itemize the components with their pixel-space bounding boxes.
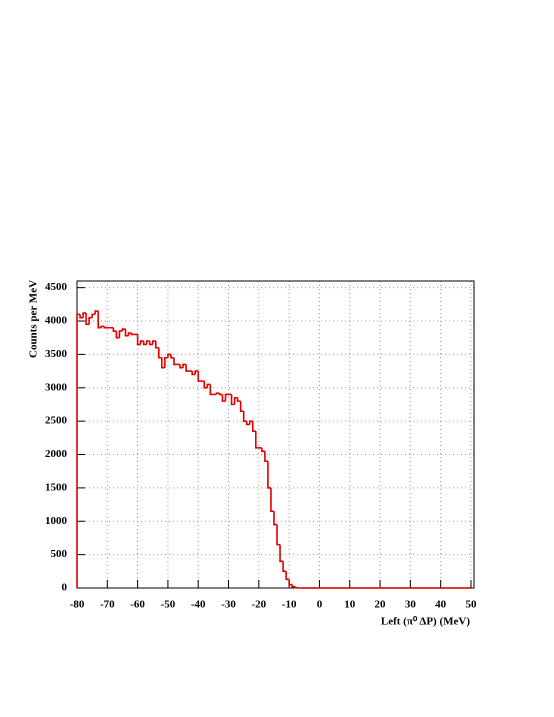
histogram-bin xyxy=(127,332,132,336)
histogram-bin xyxy=(145,340,150,345)
histogram-bin xyxy=(154,341,159,349)
y-tick-label: 4500 xyxy=(45,281,68,293)
histogram-bin xyxy=(255,431,259,449)
x-tick-label: 40 xyxy=(435,599,447,611)
histogram-bin xyxy=(82,312,87,318)
histogram-bin xyxy=(161,357,165,369)
x-tick-label: -30 xyxy=(221,599,236,611)
histogram-bin xyxy=(170,354,174,359)
histogram-bin xyxy=(251,421,256,432)
histogram-bin xyxy=(215,392,220,395)
histogram-bin xyxy=(136,334,141,346)
y-tick-label: 500 xyxy=(51,548,68,560)
histogram-bin xyxy=(264,451,268,462)
histogram-bin xyxy=(124,329,129,337)
x-tick-label: 50 xyxy=(465,599,477,611)
histogram-bin xyxy=(197,371,202,382)
y-tick-label: 3500 xyxy=(45,348,68,360)
histogram-bin xyxy=(182,363,187,368)
histogram-bin xyxy=(167,353,171,358)
histogram-bin xyxy=(112,327,117,332)
histogram-bin xyxy=(94,310,99,315)
histogram-bin xyxy=(267,461,271,489)
histogram-bin xyxy=(194,370,199,375)
histogram-bin xyxy=(245,421,250,426)
y-axis-label: Counts per MeV xyxy=(28,280,40,358)
histogram-bin xyxy=(88,316,93,325)
y-tick-label: 3000 xyxy=(45,381,68,393)
y-tick-label: 1500 xyxy=(45,481,68,493)
x-tick-label: 30 xyxy=(405,599,417,611)
x-tick-label: -60 xyxy=(130,599,145,611)
histogram-bin xyxy=(282,561,287,573)
histogram-bin xyxy=(206,383,211,388)
x-tick-label: -10 xyxy=(282,599,297,611)
histogram-bin xyxy=(115,331,120,339)
histogram-bin xyxy=(103,326,108,329)
histogram-bin xyxy=(121,328,126,332)
histogram-bin xyxy=(130,333,135,336)
histogram-bin xyxy=(185,364,190,372)
x-tick-label: -20 xyxy=(251,599,266,611)
histogram-bin xyxy=(285,571,290,581)
histogram-bin xyxy=(261,447,265,452)
histogram-bin xyxy=(236,397,241,402)
histogram-bin xyxy=(139,340,144,345)
histogram-bin xyxy=(230,394,235,406)
x-tick-label: 20 xyxy=(375,599,387,611)
histogram-bin xyxy=(142,341,147,346)
histogram-bin xyxy=(291,584,296,588)
y-tick-label: 2000 xyxy=(45,448,68,460)
histogram-bin xyxy=(158,347,162,359)
plot-frame xyxy=(76,280,475,589)
histogram-bin xyxy=(173,357,178,366)
histogram-bin xyxy=(164,356,168,368)
histogram-bin xyxy=(224,393,229,402)
y-tick-label: 0 xyxy=(62,582,68,594)
histogram-bin xyxy=(151,340,156,345)
histogram-bin xyxy=(218,393,223,396)
histogram-bin xyxy=(179,364,184,369)
x-tick-label: 10 xyxy=(344,599,356,611)
histogram-bin xyxy=(279,544,284,563)
x-tick-label: -70 xyxy=(100,599,115,611)
histogram-bin xyxy=(118,330,123,338)
y-tick-label: 1000 xyxy=(45,515,68,527)
y-tick-label: 2500 xyxy=(45,415,68,427)
histogram-bin xyxy=(239,401,244,412)
histogram-bin xyxy=(191,371,196,376)
histogram-bin xyxy=(221,394,226,402)
histogram-bin xyxy=(97,311,102,329)
x-tick-label: -50 xyxy=(161,599,176,611)
histogram-bin xyxy=(203,381,208,389)
histogram-bin xyxy=(79,314,84,319)
x-tick-label: 0 xyxy=(317,599,323,611)
histogram-bin xyxy=(288,579,293,586)
histogram-bin xyxy=(270,487,274,513)
histogram-bin xyxy=(91,313,96,318)
histogram-bin xyxy=(85,313,90,326)
x-tick-label: -80 xyxy=(70,599,85,611)
x-tick-label: -40 xyxy=(191,599,206,611)
histogram-bin xyxy=(100,325,105,328)
y-tick-label: 4000 xyxy=(45,315,68,327)
histogram-bin xyxy=(273,511,278,526)
histogram-bin xyxy=(233,396,238,405)
histogram-bin xyxy=(242,411,247,422)
histogram-bin xyxy=(248,420,253,425)
histogram-bin xyxy=(276,524,281,546)
x-axis-label: Left (π⁰ ΔP) (MeV) xyxy=(381,616,470,628)
histogram-bin xyxy=(294,586,299,589)
histogram-bin xyxy=(76,313,81,588)
histogram-bin xyxy=(209,384,214,396)
histogram-bin xyxy=(148,341,153,346)
